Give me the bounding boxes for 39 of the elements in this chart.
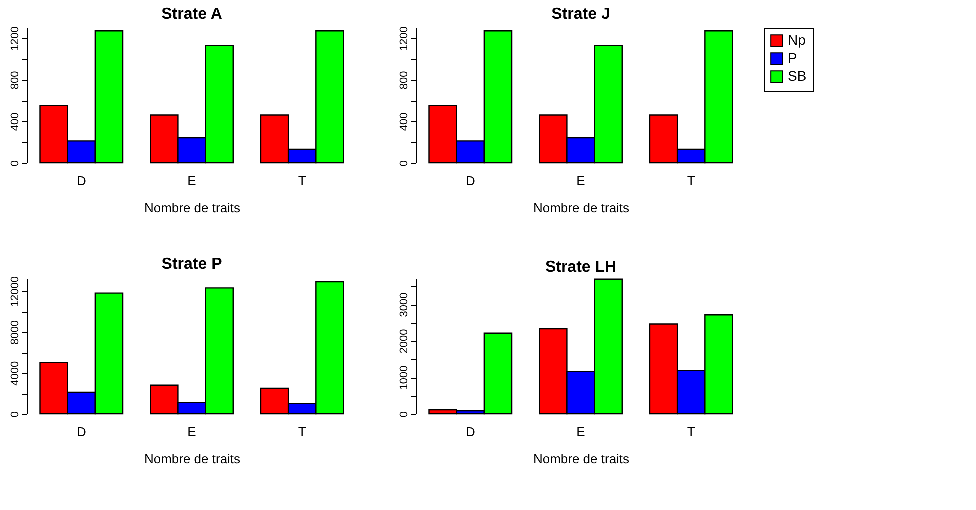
chart-title: Strate LH (545, 258, 617, 276)
x-axis-title: Nombre de traits (144, 452, 242, 466)
y-tick-label: 0 (10, 160, 22, 167)
x-tick-label: E (576, 174, 586, 188)
x-tick-label: T (298, 174, 306, 188)
x-tick-label: D (76, 174, 86, 188)
legend-label: Np (788, 32, 806, 48)
y-tick-label: 8000 (10, 320, 22, 345)
y-tick-label: 3000 (398, 292, 410, 318)
x-tick-label: T (687, 174, 696, 188)
x-tick-label: D (76, 424, 86, 440)
chart-title: Strate J (552, 6, 610, 24)
y-tick-label: 1000 (398, 366, 410, 390)
y-tick-label: 0 (398, 160, 410, 167)
chart-title: Strate P (162, 256, 223, 273)
y-tick-label: 400 (10, 112, 22, 132)
y-tick-label: 800 (398, 71, 410, 90)
legend-label: SB (788, 68, 807, 84)
y-tick-label: 4000 (10, 361, 22, 386)
y-tick-label: 2000 (398, 329, 410, 354)
x-tick-label: E (188, 174, 197, 188)
x-tick-label: D (466, 174, 476, 188)
chart-title: Strate A (162, 6, 223, 24)
y-tick-label: 400 (398, 112, 410, 132)
x-tick-label: T (687, 424, 696, 440)
x-axis-title: Nombre de traits (144, 200, 242, 216)
x-tick-label: T (298, 424, 306, 440)
y-tick-label: 800 (10, 71, 22, 90)
x-tick-label: E (188, 424, 197, 440)
y-tick-label: 12000 (10, 276, 22, 308)
legend-label: P (788, 50, 798, 66)
y-tick-label: 1200 (10, 26, 22, 52)
x-tick-label: D (466, 424, 476, 440)
y-tick-label: 0 (398, 411, 410, 418)
y-tick-label: 1200 (398, 26, 410, 52)
x-tick-label: E (576, 424, 586, 440)
y-tick-label: 0 (10, 411, 22, 418)
x-axis-title: Nombre de traits (533, 452, 630, 466)
x-axis-title: Nombre de traits (533, 200, 630, 216)
